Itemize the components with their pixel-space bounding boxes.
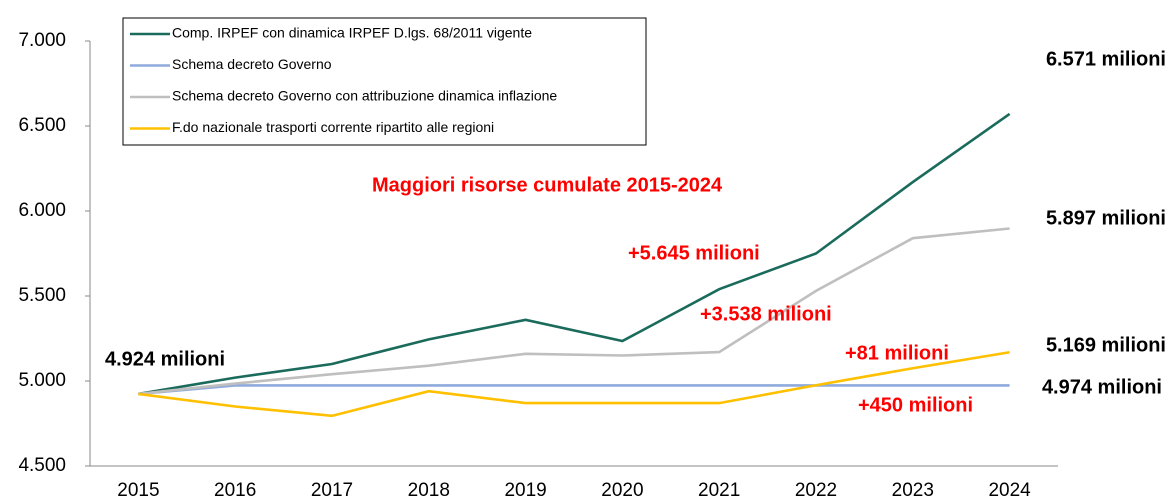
series-line [138,384,1010,396]
y-tick-label: 4.500 [18,455,66,476]
y-tick-label: 6.000 [18,200,66,221]
annotation: Maggiori risorse cumulate 2015-2024 [372,174,723,196]
legend-label: F.do nazionale trasporti corrente ripart… [172,119,494,135]
annotation: 5.169 milioni [1046,334,1166,356]
annotation: 4.924 milioni [105,348,225,370]
x-tick-label: 2015 [117,480,159,501]
annotation: +450 milioni [858,394,973,416]
legend-label: Schema decreto Governo con attribuzione … [172,88,557,104]
y-tick-label: 5.000 [18,370,66,391]
y-tick-label: 7.000 [18,30,66,51]
annotation: 4.974 milioni [1042,376,1162,398]
legend-box [122,17,647,146]
x-tick-label: 2016 [214,480,256,501]
x-tick-label: 2023 [892,480,934,501]
legend-label: Comp. IRPEF con dinamica IRPEF D.lgs. 68… [172,25,532,41]
annotation: +3.538 milioni [700,303,832,325]
series-line [138,227,1010,396]
x-tick-label: 2021 [698,480,740,501]
annotation: +81 milioni [845,342,949,364]
annotation: 6.571 milioni [1046,48,1166,70]
series-line [138,350,1010,418]
x-tick-label: 2019 [504,480,546,501]
x-tick-label: 2017 [311,480,353,501]
series-line [138,112,1011,396]
x-tick-label: 2018 [408,480,450,501]
y-tick-label: 6.500 [18,115,66,136]
x-tick-label: 2024 [988,480,1031,501]
x-tick-label: 2020 [601,480,643,501]
legend-label: Schema decreto Governo [172,56,332,72]
y-tick-label: 5.500 [18,285,66,306]
annotation: 5.897 milioni [1046,207,1166,229]
annotation: +5.645 milioni [628,242,760,264]
x-tick-label: 2022 [795,480,837,501]
